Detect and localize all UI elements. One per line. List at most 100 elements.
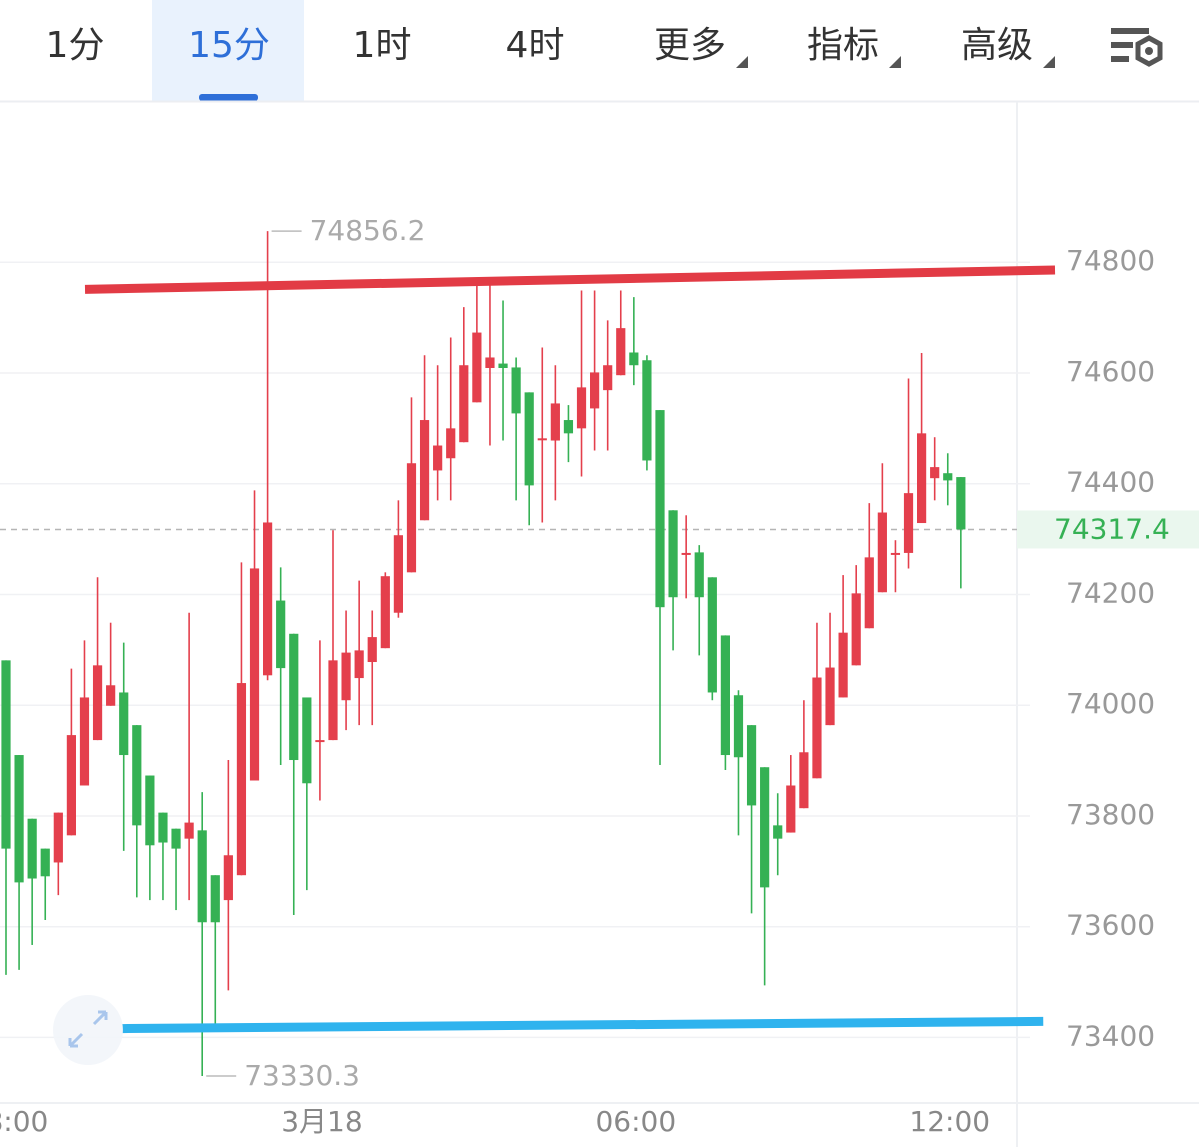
candle-body <box>289 633 299 761</box>
tab[interactable]: 1时 <box>353 25 412 66</box>
candle-body <box>1 660 11 849</box>
expand-button[interactable] <box>53 995 123 1065</box>
candle-body <box>956 477 966 530</box>
y-tick-label: 73400 <box>1066 1019 1155 1052</box>
dropdown-caret <box>1043 56 1055 68</box>
candle-body <box>851 593 861 666</box>
candle-body <box>694 552 704 598</box>
tab[interactable]: 1分 <box>46 25 105 66</box>
y-tick-label: 73800 <box>1066 798 1155 831</box>
candle-body <box>459 365 469 443</box>
plot: 73400 73600 73800 74000 74200 74400 74600 74800… <box>0 214 1199 1138</box>
candle-body <box>812 677 822 779</box>
tab-bar: 1分 15分 1时 4时 更多 指标 高级 <box>46 25 1055 68</box>
y-tick-label: 74800 <box>1066 244 1155 277</box>
candle-body <box>302 697 312 784</box>
dropdown-caret <box>736 56 748 68</box>
trend-line <box>84 265 1056 294</box>
candle-body <box>590 372 600 409</box>
candle-body <box>263 522 273 676</box>
trend-line <box>121 1016 1044 1034</box>
candle-body <box>537 438 547 441</box>
candle-body <box>668 510 678 598</box>
dropdown-caret <box>889 56 901 68</box>
candle-body <box>642 360 652 461</box>
candle-body <box>511 367 521 414</box>
candle-body <box>223 855 233 901</box>
icon-bar <box>1111 28 1149 34</box>
candle-body <box>145 775 155 846</box>
candle-body <box>681 552 691 555</box>
icon-hex <box>1135 35 1163 67</box>
extreme-label: 73330.3 <box>244 1059 360 1092</box>
candle-body <box>563 420 574 434</box>
y-tick-label: 74600 <box>1066 355 1155 388</box>
candle-body <box>393 535 403 613</box>
candle-body <box>184 822 194 839</box>
candle-body <box>158 812 168 843</box>
tab[interactable]: 15分 <box>188 25 270 66</box>
candle-body <box>406 463 417 573</box>
candle-body <box>236 683 247 876</box>
tab[interactable]: 指标 <box>807 25 879 66</box>
x-tick-label: 12:00 <box>909 1105 990 1138</box>
candle-body <box>14 755 24 883</box>
candle-body <box>524 392 534 486</box>
candle-body <box>380 576 390 649</box>
expand-circle <box>53 995 123 1065</box>
candle-body <box>603 365 613 391</box>
x-tick-label: 3月18 <box>281 1105 362 1138</box>
x-tick-label: 18:00 <box>0 1105 48 1138</box>
candle-body <box>249 568 260 781</box>
candle-body <box>786 785 796 833</box>
candle-body <box>877 512 887 593</box>
candle-body <box>341 652 351 701</box>
candle-body <box>106 685 116 706</box>
y-tick-label: 74000 <box>1066 687 1155 720</box>
y-tick-label: 74200 <box>1066 576 1155 609</box>
tab[interactable]: 4时 <box>506 25 565 66</box>
candle-body <box>354 650 364 679</box>
candle-body <box>760 767 770 888</box>
candle-body <box>472 332 482 403</box>
candle-body <box>433 445 443 471</box>
candle-body <box>550 403 560 441</box>
candle-body <box>119 692 129 756</box>
candle-body <box>92 665 103 741</box>
icon-dot <box>1145 47 1153 55</box>
candle-body <box>171 828 181 849</box>
candle-body <box>903 493 914 553</box>
candle-body <box>838 632 848 698</box>
candle-body <box>276 600 286 669</box>
tab[interactable]: 更多 <box>654 25 726 66</box>
candle-body <box>79 697 90 786</box>
candle-body <box>446 428 456 459</box>
x-tick-label: 06:00 <box>595 1105 676 1138</box>
candle-body <box>485 357 495 368</box>
candle-body <box>773 825 783 839</box>
candle-body <box>66 735 76 836</box>
candle-body <box>27 818 37 879</box>
candle-body <box>890 552 901 555</box>
candle-body <box>53 812 63 863</box>
candle-body <box>943 473 953 481</box>
tab[interactable]: 高级 <box>961 25 1033 66</box>
candle-body <box>864 557 874 629</box>
candle-body <box>498 363 508 368</box>
candle-body <box>132 725 142 826</box>
candle-body <box>616 328 626 376</box>
icon-bar <box>1111 42 1133 48</box>
y-tick-label: 73600 <box>1066 909 1155 942</box>
candle-body <box>655 410 665 608</box>
icon-bar <box>1111 56 1129 62</box>
candle-body <box>419 420 430 521</box>
y-tick-label: 74400 <box>1066 466 1155 499</box>
selected-tab-indicator <box>199 94 258 101</box>
candle-body <box>367 637 377 663</box>
settings-icon[interactable] <box>1111 28 1163 67</box>
candle-body <box>746 725 757 806</box>
candle-body <box>825 667 835 726</box>
candle-body <box>799 752 809 809</box>
